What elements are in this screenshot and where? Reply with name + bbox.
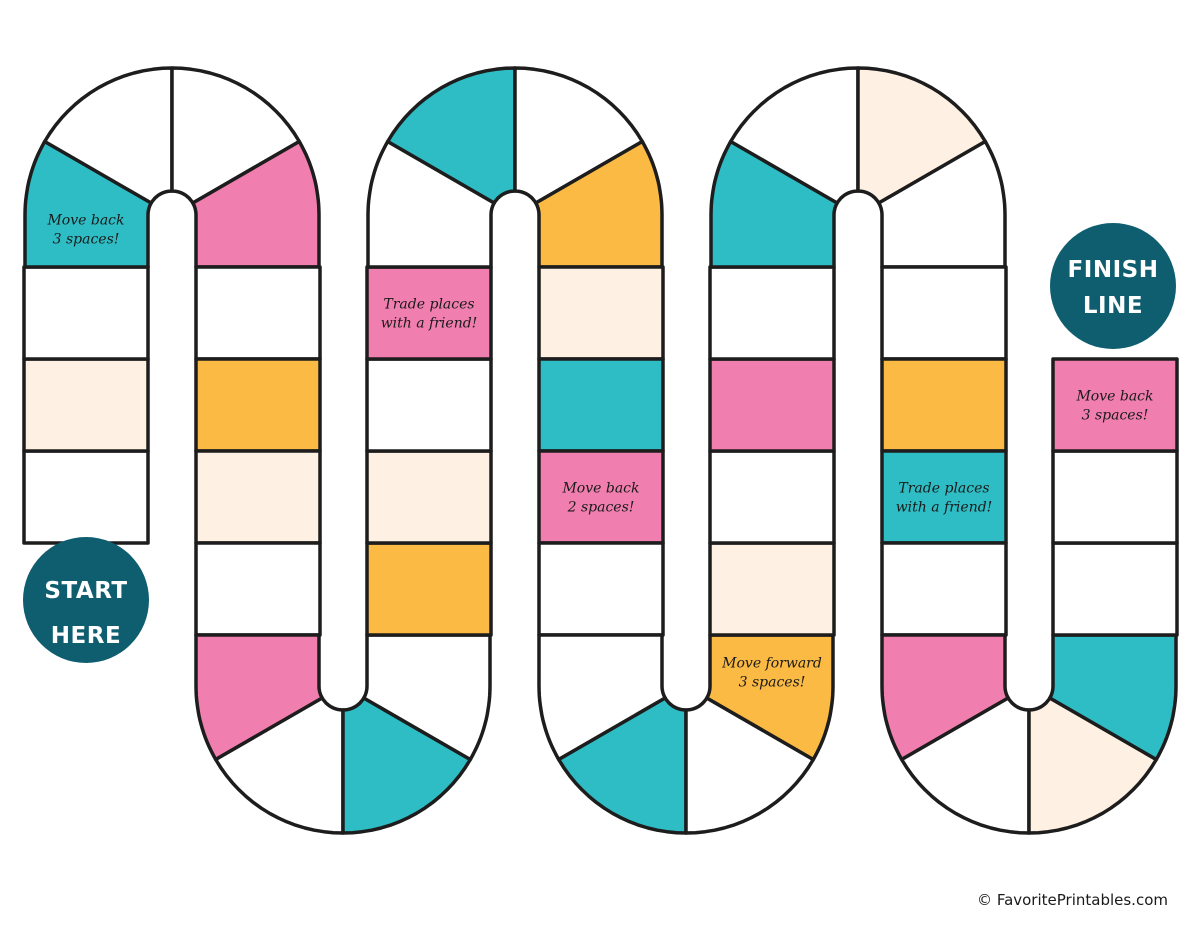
board-space [708, 541, 836, 637]
board-space [880, 449, 1008, 545]
board-space [537, 449, 665, 545]
finish-badge: FINISH LINE [1050, 223, 1176, 349]
space-instruction-text: Move back [46, 213, 124, 229]
finish-label-line1: FINISH [1068, 257, 1159, 283]
space-instruction-text: 3 spaces! [739, 675, 806, 691]
space-instruction-text: with a friend! [381, 316, 478, 332]
board-space [365, 541, 493, 637]
start-circle [23, 537, 149, 663]
board-space [708, 357, 836, 453]
space-instruction-text: Trade places [383, 297, 474, 313]
board-space [365, 265, 493, 361]
board-space [1051, 357, 1179, 453]
board-space [537, 357, 665, 453]
space-instruction-text: 3 spaces! [1082, 408, 1149, 424]
board-space [194, 541, 322, 637]
board-space [880, 541, 1008, 637]
board-space [194, 449, 322, 545]
finish-label-line2: LINE [1083, 293, 1143, 319]
space-instruction-text: Move forward [721, 656, 822, 672]
board-space [22, 357, 150, 453]
board-space [708, 265, 836, 361]
board-space [1051, 449, 1179, 545]
board-space [365, 449, 493, 545]
board-space [194, 357, 322, 453]
space-instruction-text: Trade places [898, 481, 989, 497]
board-space [880, 357, 1008, 453]
board-space [1051, 541, 1179, 637]
board-space [537, 265, 665, 361]
board-space [22, 449, 150, 545]
start-label-line2: HERE [51, 623, 121, 649]
start-label-line1: START [44, 578, 127, 604]
space-instruction-text: Move back [561, 481, 639, 497]
start-badge: START HERE [23, 537, 149, 663]
board-space [365, 357, 493, 453]
board-space [537, 541, 665, 637]
space-instruction-text: with a friend! [896, 500, 993, 516]
copyright-text: © FavoritePrintables.com [977, 891, 1168, 909]
board-space [708, 449, 836, 545]
board-space [22, 265, 150, 361]
space-instruction-text: 3 spaces! [53, 232, 120, 248]
finish-circle [1050, 223, 1176, 349]
board-space [194, 265, 322, 361]
space-instruction-text: 2 spaces! [567, 500, 635, 516]
space-instruction-text: Move back [1075, 389, 1153, 405]
board-space [880, 265, 1008, 361]
